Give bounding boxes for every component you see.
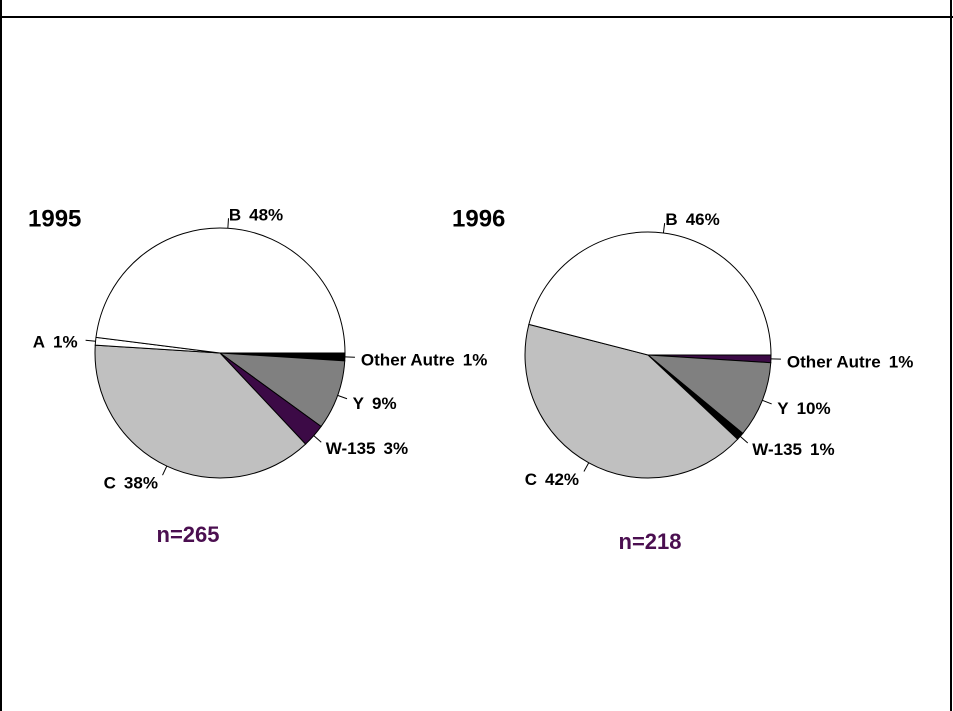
pie-slice	[95, 227, 346, 354]
leader-line	[313, 435, 322, 443]
category-label: A	[33, 333, 45, 352]
slice-label: C 38%	[104, 474, 158, 493]
category-label: W-135	[326, 440, 376, 459]
value-label: 46%	[686, 211, 720, 230]
value-label: 3%	[384, 440, 409, 459]
value-label: 1%	[463, 351, 488, 370]
value-label: 42%	[545, 470, 579, 489]
leader-line	[227, 218, 229, 229]
slice-label: Y 9%	[353, 394, 397, 413]
slice-label: B 48%	[229, 206, 283, 225]
leader-line	[162, 465, 168, 476]
slice-label: B 46%	[665, 211, 719, 230]
slice-label: W-135 1%	[752, 440, 834, 459]
pie-slice	[528, 231, 772, 356]
value-label: 10%	[797, 400, 831, 419]
leader-line	[662, 222, 666, 234]
slice-label: Other Autre 1%	[361, 351, 487, 370]
value-label: 1%	[53, 333, 78, 352]
leader-line	[583, 462, 590, 472]
value-label: 9%	[372, 394, 397, 413]
slice-label: A 1%	[33, 333, 78, 352]
slice-label: Other Autre 1%	[787, 353, 913, 372]
value-label: 48%	[249, 206, 283, 225]
category-label: B	[665, 211, 677, 230]
pie-slice	[94, 344, 307, 479]
category-label: Y	[353, 394, 365, 413]
category-label: C	[525, 470, 537, 489]
slice-label: Y 10%	[777, 400, 830, 419]
pie-slice	[524, 323, 739, 479]
value-label: 38%	[124, 474, 158, 493]
leader-line	[762, 399, 772, 405]
leader-line	[739, 435, 749, 444]
value-label: 1%	[889, 353, 914, 372]
category-label: C	[104, 474, 116, 493]
category-label: Other Autre	[361, 351, 455, 370]
leader-line	[85, 339, 96, 342]
category-label: B	[229, 206, 241, 225]
pie-note: n=265	[157, 522, 220, 547]
category-label: Other Autre	[787, 353, 881, 372]
slice-label: W-135 3%	[326, 440, 408, 459]
category-label: W-135	[752, 440, 802, 459]
pie-note: n=218	[619, 529, 682, 554]
value-label: 1%	[810, 440, 835, 459]
slice-label: C 42%	[525, 470, 579, 489]
leader-line	[337, 394, 348, 400]
pie-title: 1996	[452, 205, 505, 232]
category-label: Y	[777, 400, 789, 419]
pie-title: 1995	[28, 205, 81, 232]
pie-slice	[646, 354, 772, 435]
